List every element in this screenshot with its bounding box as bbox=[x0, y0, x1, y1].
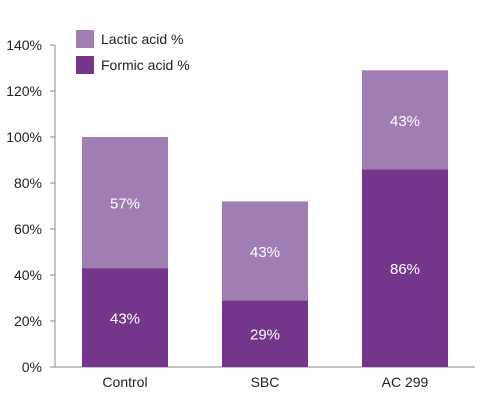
bar-data-label: 29% bbox=[250, 327, 280, 344]
labels-layer: 43% 57% Control 29% 43% SBC 86% 43% AC 299 bbox=[102, 113, 428, 390]
y-tick-label: 40% bbox=[14, 267, 42, 283]
bars-layer bbox=[82, 70, 448, 367]
legend-entry-label: Formic acid % bbox=[101, 57, 190, 73]
x-category-label: SBC bbox=[251, 374, 280, 390]
y-tick-label: 80% bbox=[14, 175, 42, 191]
legend: Lactic acid % Formic acid % bbox=[76, 30, 190, 74]
bar-data-label: 43% bbox=[250, 244, 280, 261]
bar-segment bbox=[82, 137, 168, 269]
bar-data-label: 43% bbox=[110, 311, 140, 328]
x-category-label: Control bbox=[102, 374, 147, 390]
y-tick-label: 20% bbox=[14, 313, 42, 329]
bar-segment bbox=[362, 169, 448, 367]
y-tick-label: 140% bbox=[6, 37, 42, 53]
y-tick-label: 100% bbox=[6, 129, 42, 145]
y-tick-label: 60% bbox=[14, 221, 42, 237]
y-tick-label: 120% bbox=[6, 83, 42, 99]
bar-segment bbox=[222, 201, 308, 301]
bar-segment bbox=[82, 268, 168, 367]
bar-data-label: 86% bbox=[390, 261, 420, 278]
legend-swatch bbox=[76, 30, 94, 48]
bar-segment bbox=[222, 300, 308, 367]
bar-data-label: 57% bbox=[110, 196, 140, 213]
x-category-label: AC 299 bbox=[382, 374, 429, 390]
bar-data-label: 43% bbox=[390, 113, 420, 130]
legend-swatch bbox=[76, 56, 94, 74]
y-tick-label: 0% bbox=[22, 359, 42, 375]
legend-entry-label: Lactic acid % bbox=[101, 31, 183, 47]
bar-segment bbox=[362, 70, 448, 170]
